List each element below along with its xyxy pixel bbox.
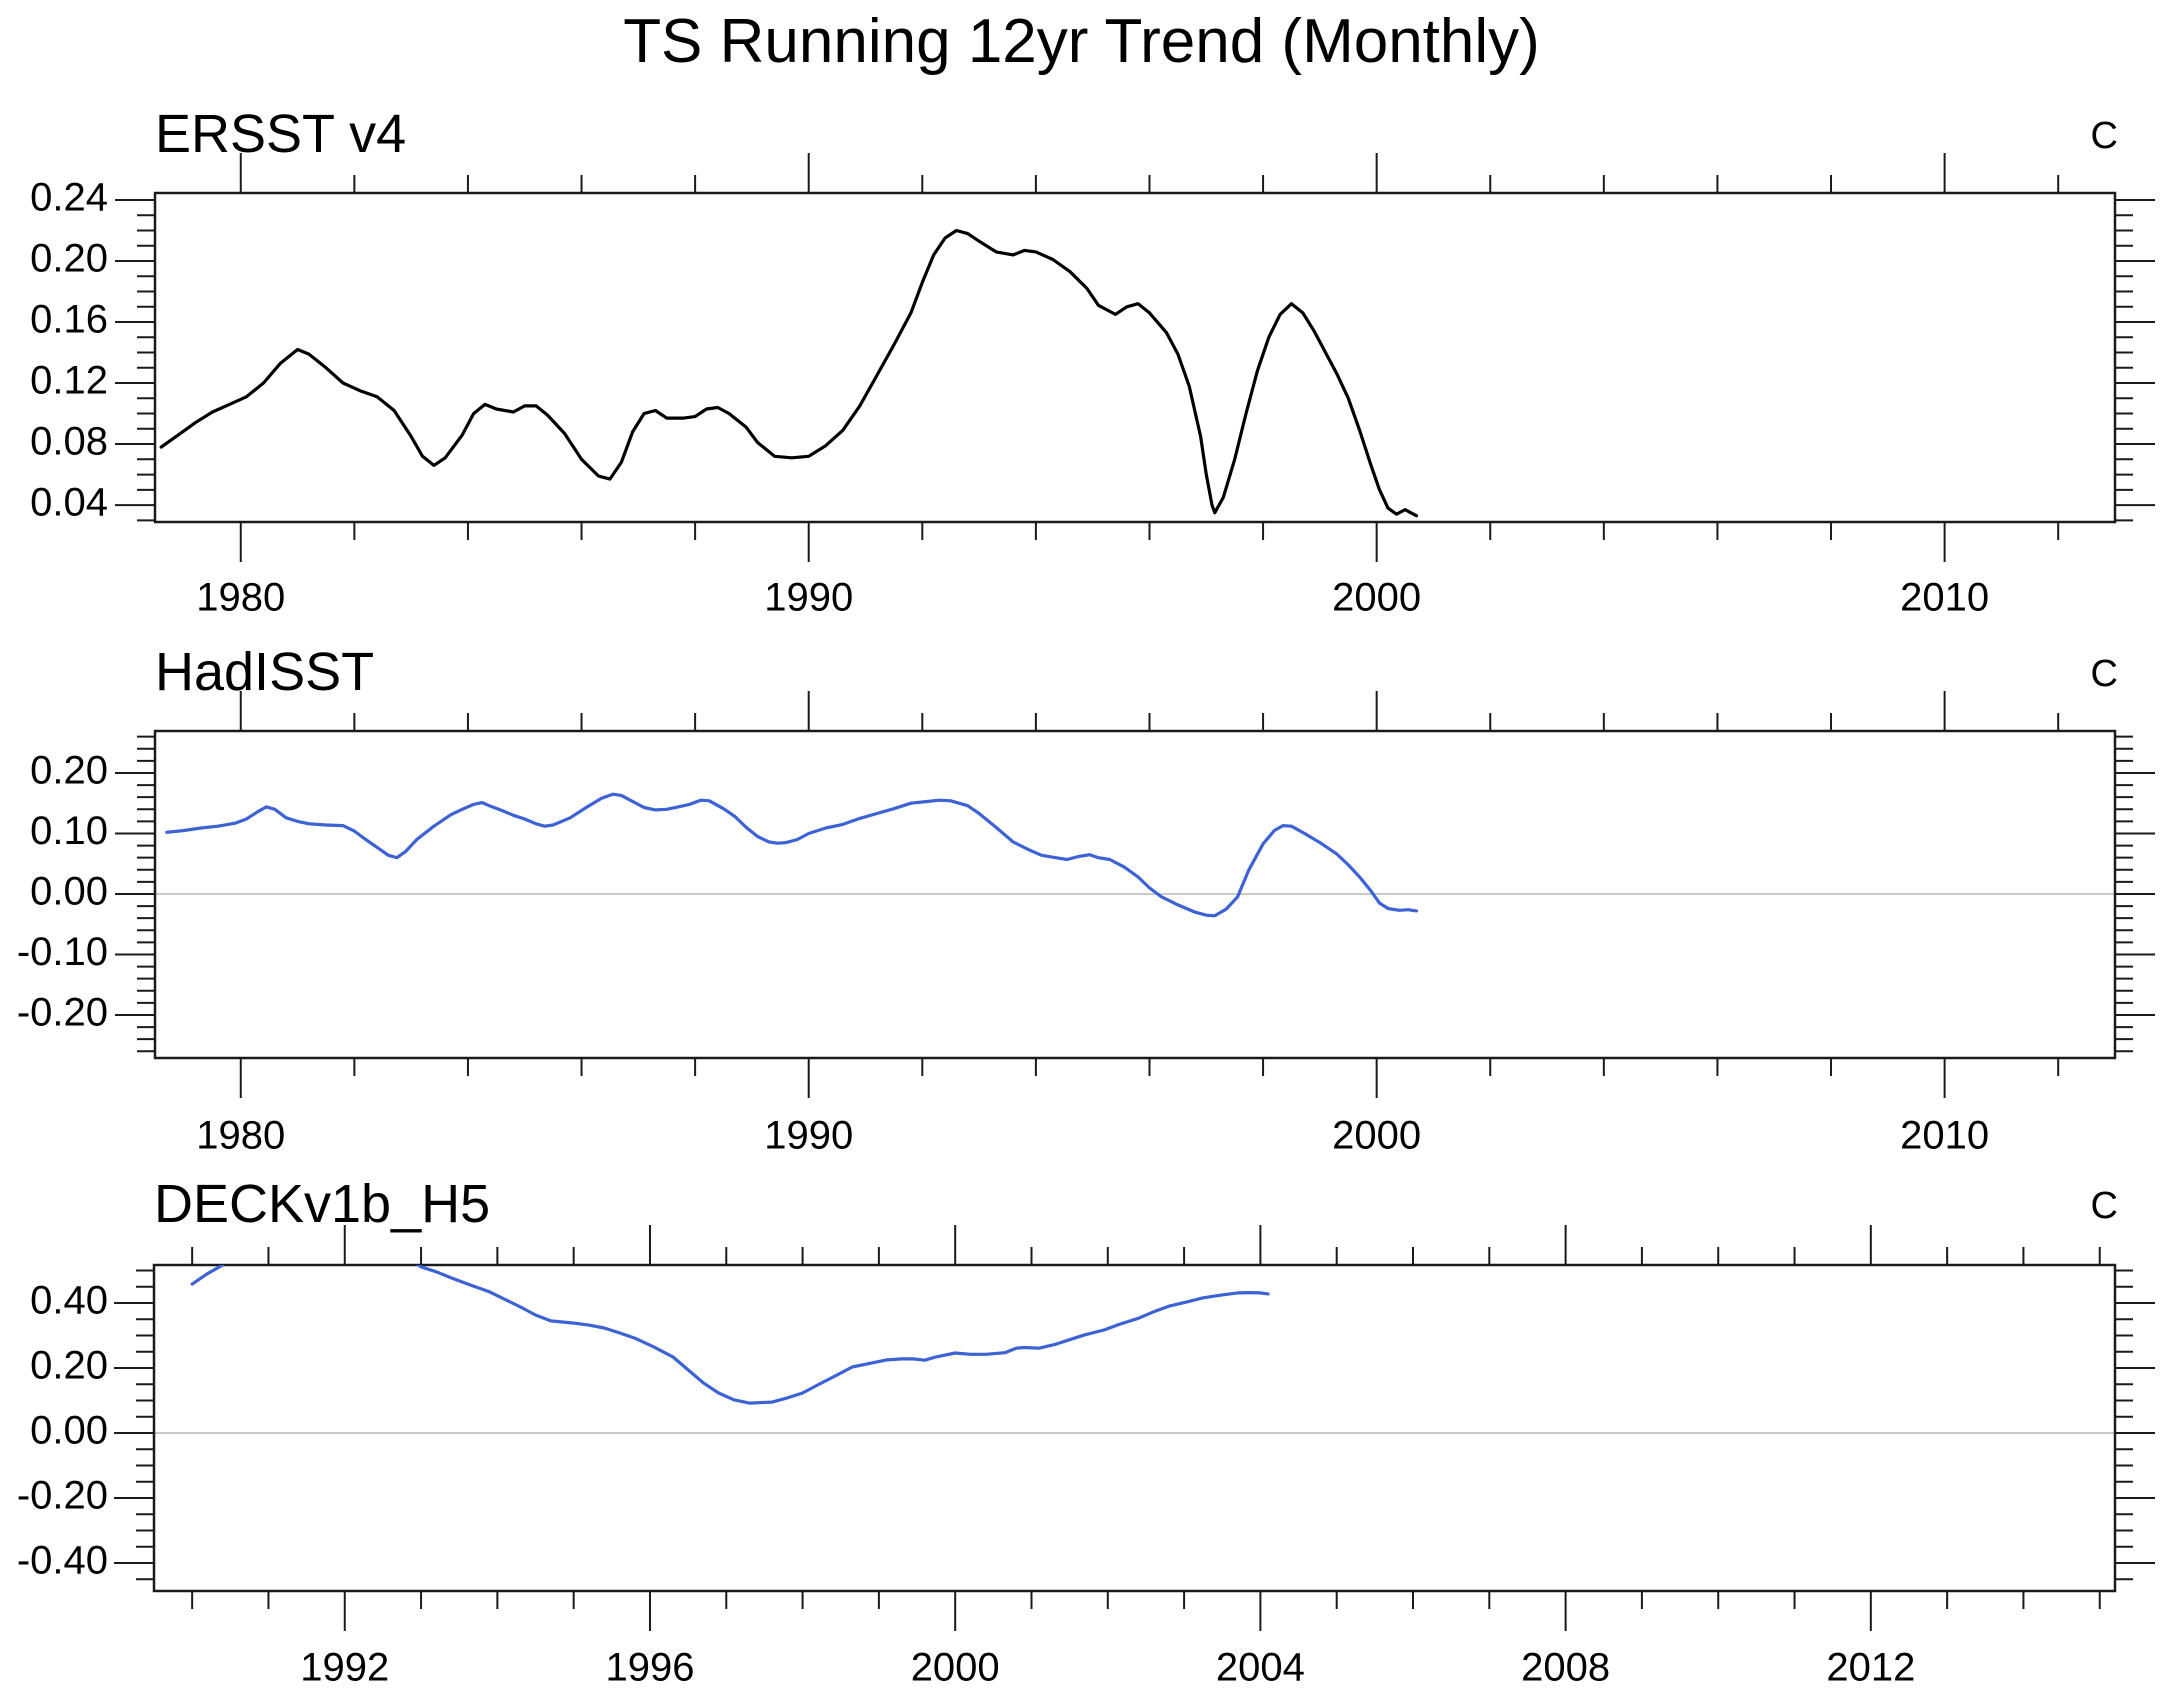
y-tick-label: 0.16 <box>30 298 108 342</box>
unit-label: C <box>2091 653 2118 695</box>
panel-title: ERSST v4 <box>155 104 406 164</box>
y-tick-label: 0.20 <box>30 749 108 793</box>
y-tick-label: 0.12 <box>30 359 108 403</box>
x-tick-label: 2008 <box>1521 1646 1610 1690</box>
panel-title: HadISST <box>155 642 374 702</box>
plot-border <box>152 1263 2117 1593</box>
axis-ticks <box>115 691 2155 1098</box>
x-tick-label: 2000 <box>1332 1114 1421 1158</box>
x-tick-label: 2000 <box>1332 576 1421 620</box>
x-tick-label: 2010 <box>1900 576 1989 620</box>
unit-label: C <box>2091 115 2118 157</box>
x-tick-label: 2000 <box>911 1646 1000 1690</box>
x-tick-label: 1980 <box>196 1114 285 1158</box>
x-tick-label: 1990 <box>764 1114 853 1158</box>
panel-deckv1b-h5: 1992 1996 2000 2004 2008 2012 -0.40 -0.20 0.00 0.… <box>17 1174 2155 1690</box>
x-tick-label: 2004 <box>1216 1646 1305 1690</box>
y-tick-label: 0.20 <box>30 237 108 281</box>
y-tick-label: 0.04 <box>30 481 108 525</box>
plot-border <box>153 729 2117 1060</box>
x-tick-label: 1996 <box>605 1646 694 1690</box>
x-tick-label: 1990 <box>764 576 853 620</box>
trend-line <box>416 1265 1270 1405</box>
chart-title: TS Running 12yr Trend (Monthly) <box>623 7 1540 76</box>
y-tick-label: 0.00 <box>30 870 108 914</box>
y-tick-label: 0.20 <box>30 1344 108 1388</box>
trend-line <box>159 228 1419 518</box>
trend-line <box>190 1265 225 1286</box>
trend-line <box>165 792 1419 918</box>
y-tick-label: 0.40 <box>30 1279 108 1323</box>
panel-title: DECKv1b_H5 <box>154 1174 490 1234</box>
series-ersst-v4 <box>159 228 1419 518</box>
y-tick-label: -0.20 <box>17 1474 108 1518</box>
axis-ticks <box>115 153 2155 562</box>
unit-label: C <box>2091 1185 2118 1227</box>
series-hadisst <box>165 792 1419 918</box>
y-tick-label: -0.20 <box>17 991 108 1035</box>
panel-ersst-v4: 1980 1990 2000 2010 0.04 0.08 0.12 0.16 0.20 0.24… <box>30 104 2155 620</box>
y-tick-label: 0.24 <box>30 176 108 220</box>
y-tick-label: 0.10 <box>30 809 108 853</box>
y-tick-label: -0.40 <box>17 1539 108 1583</box>
axis-labels: 1992 1996 2000 2004 2008 2012 -0.40 -0.20 0.00 0.… <box>17 1279 1915 1690</box>
axis-labels: 1980 1990 2000 2010 -0.20 -0.10 0.00 0.10 0.20 <box>17 749 1989 1158</box>
y-tick-label: 0.08 <box>30 420 108 464</box>
y-tick-label: -0.10 <box>17 930 108 974</box>
x-tick-label: 2010 <box>1900 1114 1989 1158</box>
x-tick-label: 1992 <box>300 1646 389 1690</box>
axis-ticks <box>114 1225 2155 1631</box>
panel-hadisst: 1980 1990 2000 2010 -0.20 -0.10 0.00 0.10 0.20 Ha… <box>17 642 2155 1158</box>
plot-border <box>153 191 2117 524</box>
x-tick-label: 2012 <box>1826 1646 1915 1690</box>
axis-labels: 1980 1990 2000 2010 0.04 0.08 0.12 0.16 0.20 0.24 <box>30 176 1989 620</box>
y-tick-label: 0.00 <box>30 1409 108 1453</box>
series-deckv1b-h5 <box>190 1265 1270 1405</box>
x-tick-label: 1980 <box>196 576 285 620</box>
